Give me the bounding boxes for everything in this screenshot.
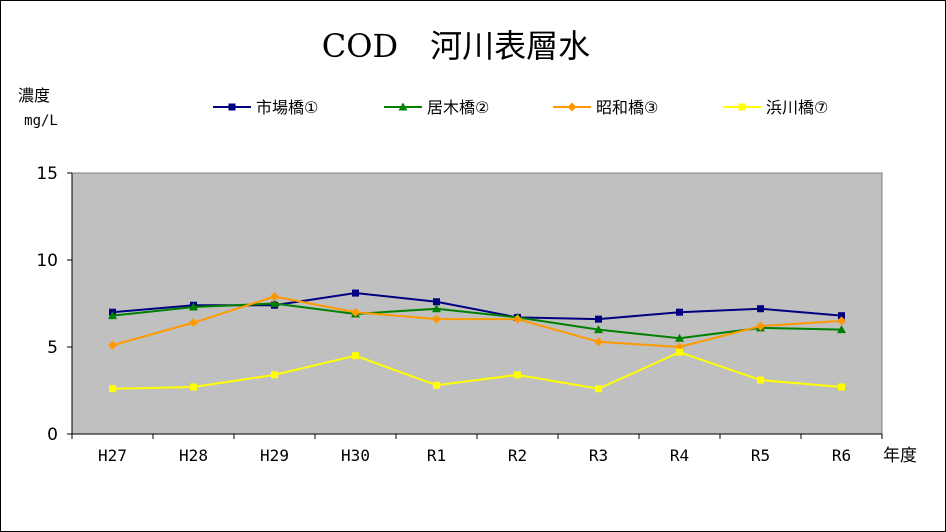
data-point [190,383,197,391]
legend-item: 市場橋① [213,98,318,117]
plot-area [71,172,883,435]
data-point [109,385,116,393]
y-axis-label: 濃度 [18,86,50,105]
data-point [271,371,278,379]
y-axis-unit: mg/L [24,113,58,129]
legend-label: 浜川橋⑦ [766,98,828,117]
data-point [352,289,359,297]
data-point [756,321,765,331]
data-point [594,325,603,334]
series-group [108,289,846,393]
data-point [676,348,683,356]
legend-label: 居木橋② [427,98,489,117]
data-point [757,305,764,313]
legend-item: 浜川橋⑦ [723,98,828,117]
legend: 市場橋① 居木橋② 昭和橋③ 浜川橋⑦ [213,98,828,117]
legend-marker [567,102,577,112]
legend-marker [398,102,408,111]
legend-item: 居木橋② [384,98,489,117]
data-point [838,312,845,320]
legend-label: 昭和橋③ [596,98,658,117]
data-point [595,315,602,323]
data-point [189,302,198,311]
data-point [108,340,117,350]
x-tick-label: R2 [508,446,527,465]
data-point [757,376,764,384]
axes: 0 5 10 15 H27 H28 H29 H30 R1 R2 R3 R4 R5 R6 [36,164,883,465]
x-tick-label: R3 [589,446,608,465]
data-point [433,381,440,389]
x-axis-label: 年度 [883,446,917,466]
series-line [112,295,842,349]
data-point [837,316,846,326]
legend-label: 市場橋① [256,98,318,117]
y-tick-label: 0 [47,425,58,445]
data-point [270,299,279,307]
series-line [112,302,842,340]
legend-item: 昭和橋③ [553,98,658,117]
x-tick-label: H29 [260,446,289,465]
series-line [112,351,842,390]
series-3 [108,292,846,352]
y-tick-label: 10 [36,251,58,271]
x-tick-label: R1 [427,446,446,465]
data-point [594,337,603,347]
x-tick-label: H27 [98,446,127,465]
data-point [432,304,441,313]
y-tick-label: 15 [36,164,58,184]
x-tick-label: R5 [751,446,770,465]
data-point [351,307,360,317]
data-point [108,311,117,320]
data-point [676,308,683,316]
legend-marker [738,103,746,111]
data-point [837,325,846,334]
x-tick-label: H28 [179,446,208,465]
data-point [595,385,602,393]
x-tick-label: R6 [832,446,851,465]
legend-marker [228,103,236,111]
data-point [675,333,684,342]
series-4 [109,348,845,393]
data-point [513,314,522,324]
y-tick-label: 5 [47,338,58,358]
chart-title: COD 河川表層水 [322,27,590,65]
data-point [514,371,521,379]
x-tick-label: R4 [670,446,689,465]
data-point [270,292,279,302]
x-tick-label: H30 [341,446,370,465]
data-point [352,352,359,360]
data-point [838,383,845,391]
data-point [432,314,441,324]
data-point [433,298,440,306]
data-point [189,318,198,328]
